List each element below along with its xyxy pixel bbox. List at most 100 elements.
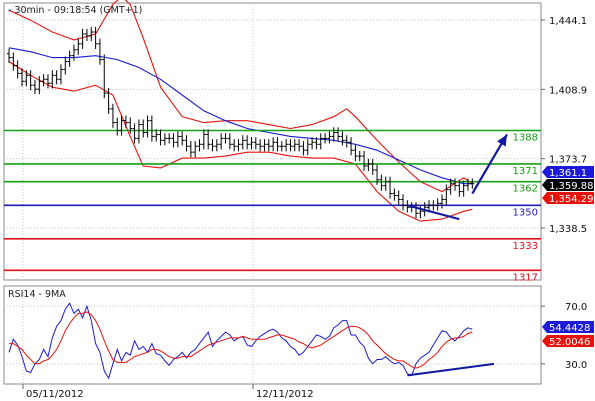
bollinger-band-lower xyxy=(8,61,473,222)
price-bar xyxy=(401,194,406,211)
price-bar xyxy=(336,127,341,142)
chart-title: - 30min - 09:18:54 (GMT+1) xyxy=(8,5,142,16)
price-bar xyxy=(253,137,258,150)
price-bar xyxy=(11,52,16,71)
price-tags: 1,361.1 1,359.88 1,354.29 xyxy=(542,166,594,205)
price-bar xyxy=(435,198,440,211)
price-bar xyxy=(323,133,328,144)
price-bar xyxy=(41,74,46,87)
price-panel-frame xyxy=(3,2,542,281)
level-label: 1362 xyxy=(513,184,538,195)
price-tag: 54.4428 xyxy=(542,321,594,334)
price-tag-label: 1,354.29 xyxy=(549,194,594,205)
price-bar xyxy=(284,139,289,152)
price-bar xyxy=(180,131,185,146)
price-grid xyxy=(4,3,541,280)
price-bar xyxy=(292,139,297,152)
price-bar xyxy=(344,135,349,148)
price-bar xyxy=(249,137,254,150)
price-bar xyxy=(28,70,33,91)
price-tag: 1,361.1 xyxy=(542,166,594,179)
price-bar xyxy=(76,38,81,55)
level-label: 1350 xyxy=(513,207,538,218)
price-bar xyxy=(115,117,120,136)
price-bar xyxy=(310,137,315,150)
price-bar xyxy=(32,80,37,95)
price-tag-box xyxy=(542,192,594,204)
price-tag-label: 52.0046 xyxy=(549,337,590,348)
price-bar xyxy=(279,141,284,152)
price-bar xyxy=(210,139,215,152)
forecast-arrow-shaft xyxy=(471,133,508,195)
price-bar xyxy=(314,137,319,150)
price-bar xyxy=(362,150,367,172)
price-bar xyxy=(431,200,436,211)
price-bar xyxy=(67,50,72,67)
price-bar xyxy=(396,190,401,205)
price-bar xyxy=(80,28,85,49)
price-bar xyxy=(171,133,176,148)
level-label: 1388 xyxy=(513,133,538,144)
price-bar xyxy=(71,44,76,61)
price-tag-label: 1,361.1 xyxy=(549,168,587,179)
price-bar xyxy=(305,139,310,156)
price-bar xyxy=(232,139,237,152)
price-bar xyxy=(331,127,336,142)
price-bar xyxy=(7,48,11,63)
price-tag-box xyxy=(542,179,594,191)
price-bar xyxy=(392,188,397,201)
level-label: 1371 xyxy=(513,166,538,177)
price-tick-label: 1,373.7 xyxy=(549,155,587,166)
price-bar xyxy=(154,129,159,142)
price-bar xyxy=(219,133,224,150)
price-bar xyxy=(470,178,475,189)
price-bar xyxy=(375,164,380,185)
price-axis: 1,444.1 1,408.9 1,373.7 1,338.5 xyxy=(541,16,587,235)
price-annotations xyxy=(407,133,508,221)
price-bar xyxy=(128,117,133,134)
rsi-title: RSI14 - 9MA xyxy=(8,289,66,300)
price-bar xyxy=(54,70,59,85)
price-bar xyxy=(258,139,263,152)
price-bar xyxy=(162,133,167,146)
price-bar xyxy=(24,70,29,87)
price-bar xyxy=(340,131,345,146)
price-tick-label: 1,408.9 xyxy=(549,85,587,96)
price-bar xyxy=(188,141,193,158)
price-bar xyxy=(240,135,245,150)
x-axis: 05/11/2012 12/11/2012 xyxy=(22,384,314,400)
price-bar xyxy=(440,194,444,209)
rsi-axis: 70.0 30.0 xyxy=(541,302,587,371)
price-bar xyxy=(461,180,466,197)
price-tag-box xyxy=(542,166,594,178)
price-bar xyxy=(110,103,115,128)
price-bar xyxy=(206,129,211,150)
price-bar xyxy=(158,129,163,146)
price-bar xyxy=(214,139,219,152)
price-bar xyxy=(245,135,250,150)
price-bar xyxy=(353,145,358,162)
price-bar xyxy=(149,115,154,142)
price-bar xyxy=(145,115,150,138)
price-bar xyxy=(223,133,228,144)
price-bar xyxy=(357,150,362,162)
price-bar xyxy=(175,131,180,148)
price-bar xyxy=(197,139,202,152)
price-bar xyxy=(102,54,107,99)
price-tag: 1,354.29 xyxy=(542,192,594,205)
x-tick-label: 05/11/2012 xyxy=(26,389,84,400)
price-levels: 1388 1371 1362 1350 1333 1317 xyxy=(4,129,541,283)
support-trendline xyxy=(407,204,460,221)
price-bar xyxy=(19,68,24,87)
price-bar xyxy=(58,64,63,85)
price-bar xyxy=(465,178,470,191)
price-bars xyxy=(7,26,475,219)
price-bar xyxy=(452,178,457,191)
price-bar xyxy=(93,26,98,49)
price-bar xyxy=(84,28,89,42)
rsi-tick-label: 70.0 xyxy=(565,302,587,313)
price-bar xyxy=(366,158,371,172)
price-bar xyxy=(457,180,462,197)
price-bar xyxy=(349,137,354,156)
price-bar xyxy=(184,135,189,152)
